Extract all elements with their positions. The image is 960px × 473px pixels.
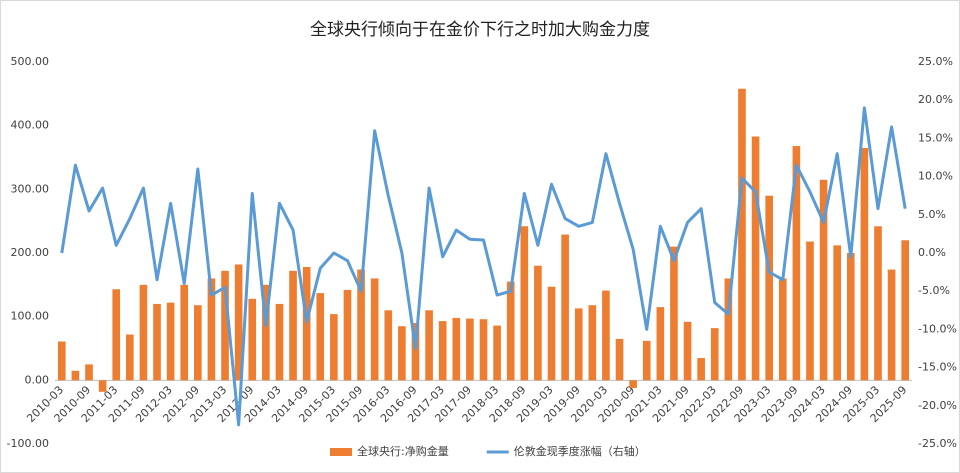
bar [207, 278, 216, 381]
bar [57, 341, 66, 381]
bar [588, 305, 597, 381]
bar [738, 88, 746, 381]
y-tick-label: -100.00 [7, 437, 49, 450]
bar [438, 321, 447, 381]
y2-tick-label: 0.0% [918, 246, 946, 259]
bar [398, 326, 406, 381]
bar [547, 286, 556, 381]
y2-tick-label: 10.0% [918, 170, 953, 183]
bar [234, 264, 243, 381]
bar [561, 234, 569, 381]
bar [139, 284, 148, 381]
bar [602, 290, 610, 381]
bar [153, 303, 161, 381]
bar [506, 281, 515, 381]
legend-label: 伦敦金现季度涨幅（右轴） [514, 444, 646, 458]
bar [520, 226, 529, 381]
bar [724, 278, 733, 381]
y2-tick-label: 5.0% [918, 208, 946, 221]
bar [343, 289, 352, 381]
bar [534, 265, 542, 381]
y2-tick-label: -25.0% [918, 437, 957, 450]
bar [846, 253, 855, 381]
bar [370, 278, 379, 381]
bar [262, 284, 270, 381]
bar [112, 289, 121, 381]
bar [98, 380, 107, 392]
y2-tick-label: -10.0% [918, 322, 957, 335]
bar [778, 278, 787, 381]
bar [819, 179, 828, 381]
y-tick-label: 0.00 [25, 373, 50, 386]
bar [751, 136, 760, 381]
bar [683, 321, 692, 381]
bar [126, 334, 134, 381]
y-tick-label: 500.00 [11, 55, 50, 68]
y2-tick-label: 15.0% [918, 131, 953, 144]
bar [248, 298, 257, 381]
bar [275, 303, 284, 381]
bar [833, 245, 841, 381]
y2-tick-label: -5.0% [918, 284, 950, 297]
legend-swatch [330, 448, 352, 456]
bar [466, 318, 474, 381]
y-tick-label: 200.00 [11, 246, 50, 259]
bar [493, 325, 501, 381]
bar [180, 284, 189, 381]
bar [806, 241, 814, 381]
y2-tick-label: -15.0% [918, 361, 957, 374]
bar [574, 308, 583, 381]
bar [710, 328, 719, 381]
y2-tick-label: 20.0% [918, 93, 953, 106]
bar [792, 146, 801, 381]
bar [166, 302, 175, 381]
bar [384, 310, 393, 381]
bar [615, 338, 624, 381]
bar [656, 307, 665, 381]
y-tick-label: 300.00 [11, 182, 50, 195]
bar [860, 147, 869, 381]
bar [887, 269, 896, 381]
bar [697, 358, 705, 381]
bar [765, 195, 773, 381]
bar [316, 293, 325, 381]
y-tick-label: 400.00 [11, 119, 50, 132]
line [60, 106, 907, 427]
bar [330, 314, 338, 381]
bar [357, 269, 365, 381]
bar [411, 323, 420, 381]
chart-title: 全球央行倾向于在金价下行之时加大购金力度 [310, 20, 650, 40]
bar [874, 226, 882, 381]
y2-tick-label: -20.0% [918, 399, 957, 412]
y-tick-label: 100.00 [11, 310, 50, 323]
legend-label: 全球央行:净购金量 [357, 444, 449, 458]
bar [425, 310, 433, 381]
bar [901, 240, 910, 381]
bar [452, 317, 461, 381]
bar [289, 270, 297, 381]
bar [221, 270, 229, 381]
bar [71, 370, 80, 381]
bar [194, 305, 202, 381]
bar [302, 267, 311, 381]
bar [642, 340, 651, 381]
bar [670, 246, 678, 381]
bar [85, 364, 93, 381]
bar [479, 319, 488, 381]
y2-tick-label: 25.0% [918, 55, 953, 68]
bar [629, 380, 637, 388]
